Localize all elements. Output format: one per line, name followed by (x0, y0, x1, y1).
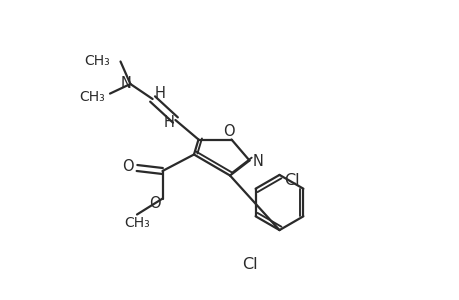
Text: CH₃: CH₃ (79, 90, 105, 104)
Text: H: H (155, 86, 166, 101)
Text: N: N (252, 154, 263, 169)
Text: Cl: Cl (283, 173, 299, 188)
Text: CH₃: CH₃ (124, 216, 150, 230)
Text: CH₃: CH₃ (84, 54, 110, 68)
Text: Cl: Cl (241, 257, 257, 272)
Text: N: N (121, 76, 132, 91)
Text: O: O (122, 159, 134, 174)
Text: H: H (163, 115, 174, 130)
Text: O: O (149, 196, 161, 211)
Text: O: O (223, 124, 235, 139)
